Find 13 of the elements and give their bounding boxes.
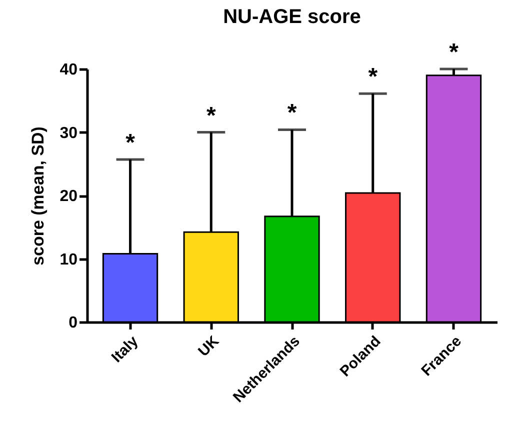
x-tick-label: UK <box>195 332 223 360</box>
text: * <box>449 39 460 66</box>
y-tick-label: 10 <box>60 251 78 268</box>
annotation: * <box>206 102 216 130</box>
chart-title: NU-AGE score <box>223 6 361 28</box>
annotation: * <box>368 64 378 91</box>
annotation: * <box>287 100 298 127</box>
y-tick-label: 40 <box>60 62 78 78</box>
y-tick-label: 30 <box>60 124 78 142</box>
y-axis-title: score (mean, SD) <box>28 126 48 266</box>
y-tick-label: 20 <box>60 188 78 205</box>
annotation: * <box>126 129 136 156</box>
y-tick-label: 0 <box>68 314 78 332</box>
